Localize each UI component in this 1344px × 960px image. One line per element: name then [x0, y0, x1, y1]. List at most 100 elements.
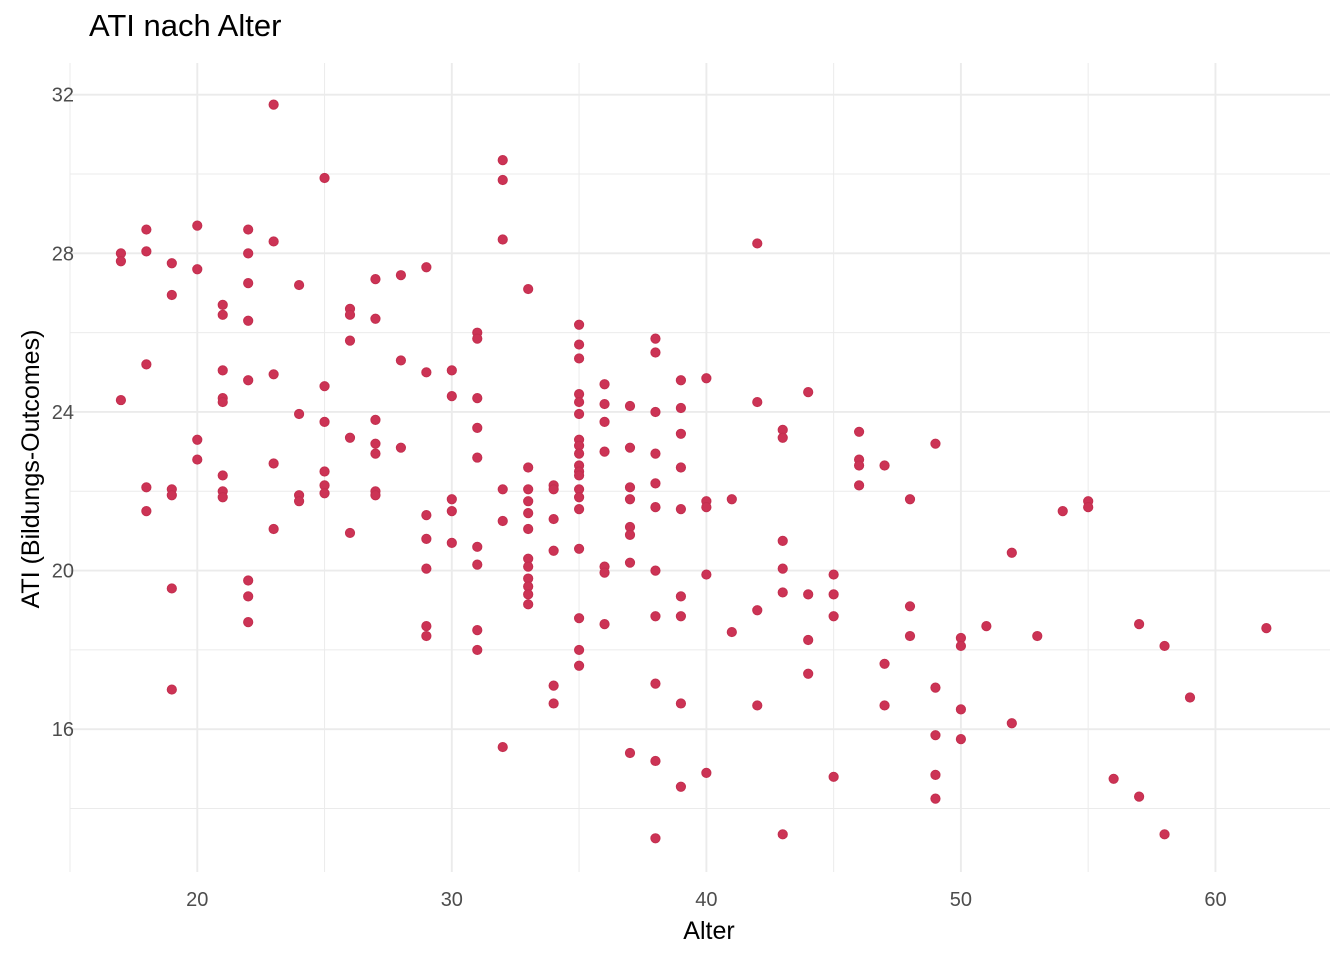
data-point	[446, 365, 457, 376]
data-point	[573, 470, 585, 481]
data-point	[599, 619, 610, 630]
data-point	[370, 414, 381, 426]
data-point	[904, 630, 916, 642]
data-point	[166, 684, 177, 695]
data-point	[726, 494, 737, 505]
data-point	[523, 589, 534, 600]
data-point	[675, 611, 687, 622]
x-axis-title: Alter	[683, 917, 734, 945]
data-point	[624, 494, 636, 505]
data-point	[573, 492, 585, 503]
data-point	[803, 668, 814, 679]
data-point	[446, 494, 457, 505]
data-point	[319, 416, 330, 427]
x-tick-label: 20	[186, 889, 208, 911]
data-point	[624, 557, 636, 568]
data-point	[624, 529, 636, 541]
data-point	[650, 333, 661, 344]
data-point	[1159, 640, 1170, 652]
data-point	[930, 769, 941, 780]
data-point	[981, 621, 992, 632]
data-point	[650, 755, 661, 767]
data-point	[650, 678, 661, 689]
data-point	[650, 833, 661, 844]
data-point	[803, 589, 814, 600]
data-point	[752, 238, 763, 249]
data-point	[319, 488, 330, 499]
data-point	[268, 458, 279, 469]
data-point	[573, 504, 585, 515]
y-tick-label: 24	[52, 402, 74, 424]
data-point	[752, 700, 763, 711]
data-point	[472, 559, 483, 570]
data-point	[319, 381, 330, 392]
data-point	[319, 466, 330, 477]
data-point	[370, 438, 381, 449]
data-point	[497, 515, 508, 527]
data-point	[955, 734, 967, 745]
data-point	[1108, 773, 1119, 784]
data-point	[904, 494, 916, 505]
data-point	[268, 236, 279, 247]
data-point	[624, 400, 636, 412]
data-point	[395, 355, 407, 366]
data-point	[319, 172, 330, 184]
data-point	[523, 496, 534, 507]
data-point	[166, 289, 177, 301]
data-point	[421, 533, 432, 544]
data-point	[548, 680, 559, 691]
data-point	[955, 704, 967, 715]
data-point	[803, 387, 814, 398]
data-point	[675, 462, 687, 473]
data-point	[344, 527, 356, 539]
data-point	[701, 767, 712, 778]
data-point	[370, 313, 381, 324]
data-point	[243, 224, 254, 235]
x-tick-label: 30	[441, 889, 463, 911]
data-point	[1261, 623, 1272, 634]
grid-lines	[69, 63, 1330, 872]
data-point	[243, 315, 254, 326]
data-point	[115, 256, 127, 267]
data-point	[599, 567, 610, 578]
data-point	[421, 563, 432, 574]
data-point	[675, 504, 687, 515]
data-point	[904, 601, 916, 612]
data-point	[675, 698, 687, 709]
y-tick-label: 20	[52, 561, 74, 583]
data-point	[777, 829, 788, 840]
data-point	[930, 730, 941, 741]
data-point	[599, 379, 610, 390]
data-point	[701, 373, 712, 384]
data-point	[344, 309, 356, 320]
data-point	[650, 406, 661, 418]
data-point	[650, 502, 661, 513]
data-point	[675, 428, 687, 439]
x-tick-label: 60	[1204, 889, 1226, 911]
data-point	[395, 442, 407, 453]
data-point	[446, 506, 457, 517]
data-point	[523, 462, 534, 473]
data-point	[879, 658, 890, 669]
data-point	[1006, 718, 1017, 729]
data-point	[523, 523, 534, 535]
data-point	[752, 605, 763, 616]
data-point	[523, 561, 534, 572]
data-point	[421, 262, 432, 273]
x-tick-label: 50	[950, 889, 972, 911]
data-point	[599, 416, 610, 427]
data-point	[192, 220, 203, 231]
data-point	[472, 624, 483, 636]
data-point	[573, 408, 585, 420]
data-point	[828, 611, 839, 622]
data-point	[243, 617, 254, 628]
data-point	[930, 793, 941, 804]
y-tick-label: 32	[52, 85, 74, 107]
data-point	[243, 375, 254, 386]
data-point	[192, 264, 203, 275]
data-point	[675, 402, 687, 414]
data-point	[141, 246, 152, 257]
data-point	[777, 535, 788, 546]
data-point	[472, 644, 483, 656]
data-point	[217, 470, 228, 481]
